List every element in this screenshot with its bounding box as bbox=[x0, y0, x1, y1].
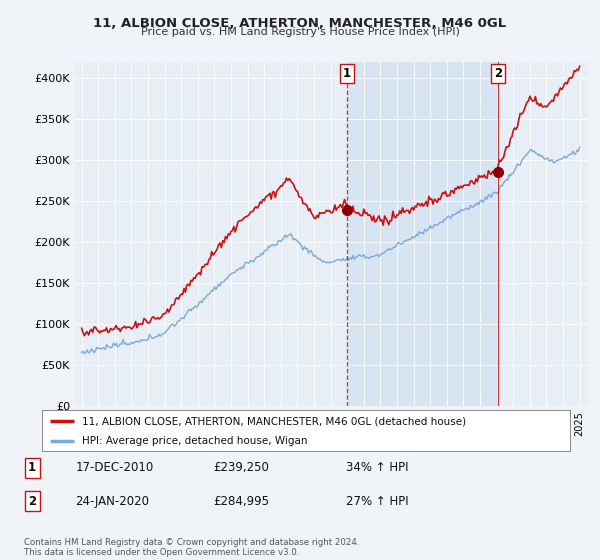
Text: 2: 2 bbox=[28, 494, 36, 508]
Text: 24-JAN-2020: 24-JAN-2020 bbox=[76, 494, 149, 508]
Text: 1: 1 bbox=[343, 67, 350, 80]
Text: £284,995: £284,995 bbox=[214, 494, 269, 508]
Bar bbox=[347, 62, 498, 406]
Text: 11, ALBION CLOSE, ATHERTON, MANCHESTER, M46 0GL (detached house): 11, ALBION CLOSE, ATHERTON, MANCHESTER, … bbox=[82, 417, 466, 426]
Text: 34% ↑ HPI: 34% ↑ HPI bbox=[346, 461, 409, 474]
Text: £239,250: £239,250 bbox=[214, 461, 269, 474]
Text: Contains HM Land Registry data © Crown copyright and database right 2024.
This d: Contains HM Land Registry data © Crown c… bbox=[24, 538, 359, 557]
Text: HPI: Average price, detached house, Wigan: HPI: Average price, detached house, Wiga… bbox=[82, 436, 307, 446]
Text: 17-DEC-2010: 17-DEC-2010 bbox=[76, 461, 154, 474]
Text: Price paid vs. HM Land Registry's House Price Index (HPI): Price paid vs. HM Land Registry's House … bbox=[140, 27, 460, 37]
Text: 2: 2 bbox=[494, 67, 502, 80]
Text: 27% ↑ HPI: 27% ↑ HPI bbox=[346, 494, 409, 508]
Text: 1: 1 bbox=[28, 461, 36, 474]
Text: 11, ALBION CLOSE, ATHERTON, MANCHESTER, M46 0GL: 11, ALBION CLOSE, ATHERTON, MANCHESTER, … bbox=[94, 17, 506, 30]
